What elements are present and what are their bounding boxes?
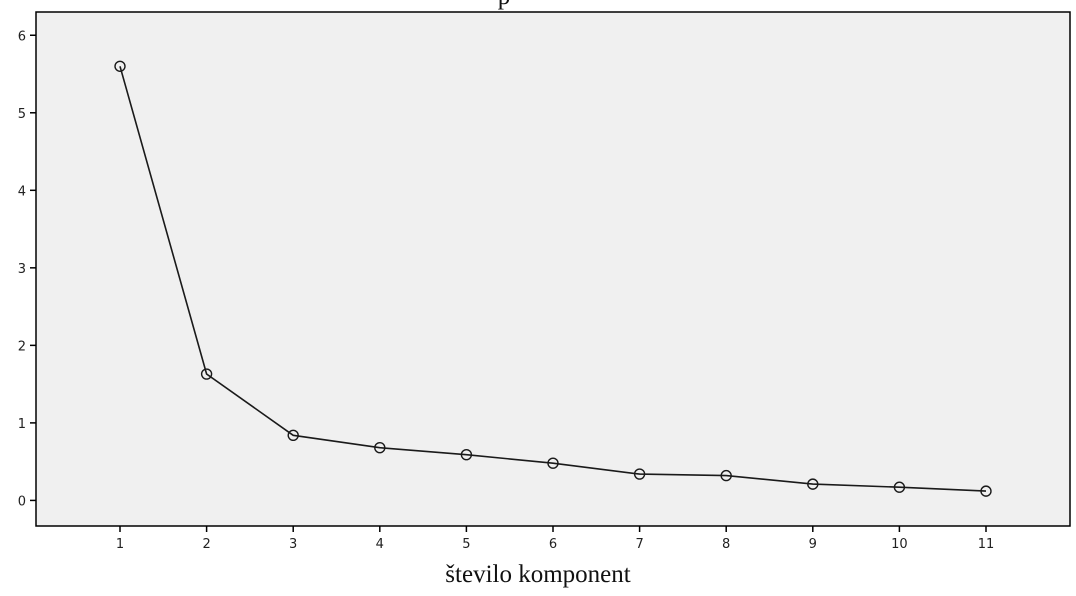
y-tick-label: 0 [18,494,26,509]
x-axis: 1 2 3 4 5 6 7 8 9 10 11 [116,526,994,552]
data-point [633,468,646,480]
x-tick-label: 7 [635,537,643,552]
y-axis: 0 1 2 3 4 5 6 [18,29,36,509]
x-axis-label: število komponent [445,561,630,588]
series-group [114,60,992,497]
chart-title-fragment: p [498,0,511,10]
x-tick-label: 2 [202,537,210,552]
x-tick-label: 3 [289,537,297,552]
y-tick-label: 2 [18,339,26,354]
y-tick-label: 1 [18,417,26,432]
data-point [114,60,126,72]
x-tick-label: 11 [978,537,995,552]
data-point [287,429,299,441]
plot-background [35,11,1071,527]
x-tick-label: 9 [809,537,817,552]
x-tick-label: 10 [891,537,908,552]
data-point [720,469,732,482]
y-tick-label: 5 [18,107,26,122]
data-point [807,478,819,490]
y-tick-label: 4 [18,184,26,199]
plot-area-group [35,11,1071,527]
data-point [374,441,386,454]
y-tick-label: 6 [18,29,26,44]
data-point [893,481,906,493]
x-tick-label: 1 [116,537,124,552]
x-tick-label: 4 [376,537,384,552]
series-line [119,66,987,492]
x-tick-label: 8 [722,537,730,552]
data-point [547,457,559,469]
y-tick-label: 3 [18,262,26,277]
data-point [200,368,213,380]
x-tick-label: 6 [549,537,557,552]
x-tick-label: 5 [462,537,470,552]
data-point [460,448,473,461]
data-point [980,485,992,497]
